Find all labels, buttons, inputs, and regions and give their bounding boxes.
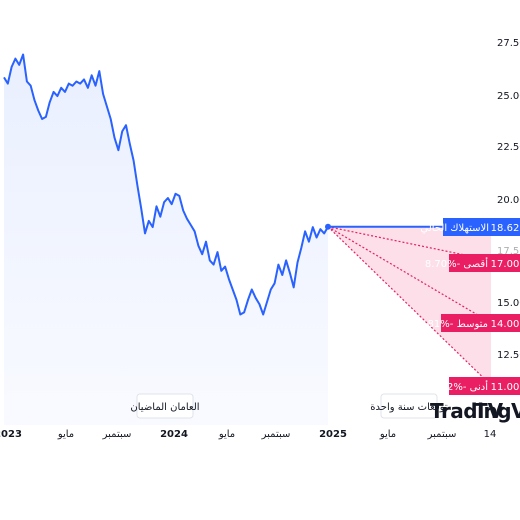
forecast-target-line [327,226,492,386]
tradingview-logo-text: TradingView [430,399,520,423]
history-area [4,54,328,425]
x-tick-label: مايو [379,429,396,440]
x-tick-label: 2024 [160,429,188,440]
y-tick-label: 12.50 [497,350,520,361]
y-tick-label: 15.00 [497,298,520,309]
min-target-value: 11.00 [491,382,520,393]
x-tick-label: مايو [218,429,235,440]
x-tick-label: 2025 [319,429,347,440]
y-axis: 27.50 25.00 22.50 20.00 17.50 15.00 12.5… [497,38,520,361]
x-tick-label: سبتمبر [427,429,457,440]
max-target-name: أقصى [463,257,488,270]
y-tick-label: 25.00 [497,91,520,102]
max-target-value: 17.00 [491,259,520,270]
y-tick-label: 27.50 [497,38,520,49]
y-tick-label: 17.50 [497,246,520,257]
tradingview-mark-icon: TV [474,399,504,423]
min-target-label: 40.92%- أدنى [425,380,489,393]
min-target-pct: 40.92%- [425,382,467,393]
current-label: الاستهلاك الحالي [420,223,489,234]
avg-target-value: 14.00 [491,319,520,330]
forecast-target-line [327,226,492,324]
price-history-line [3,53,329,316]
max-target-pct: 8.70%- [425,259,461,270]
forecast-period-label: توقعات سنة واحدة [370,402,448,413]
x-tick-label: سبتمبر [102,429,132,440]
avg-target-pct: 24.81%- [412,319,454,330]
forecast-tags: الاستهلاك الحالي 18.62 8.70%- أقصى 17.00… [412,218,520,395]
avg-target-name: متوسط [457,319,488,330]
x-tick-label: مايو [57,429,74,440]
min-target-name: أدنى [470,380,489,393]
past-period-annotation: العامان الماضيان [130,393,200,419]
y-tick-label: 22.50 [497,142,520,153]
tradingview-logo: TradingView TV [430,399,520,423]
current-value: 18.62 [491,223,520,234]
x-tick-label: 14 [484,429,497,440]
x-tick-label: 2023 [0,429,22,440]
history-area-fill [4,54,328,425]
x-axis: 2023 مايو سبتمبر 2024 مايو سبتمبر 2025 م… [0,429,496,440]
forecast-fan [325,223,492,386]
avg-target-label: 24.81%- متوسط [412,319,488,330]
past-period-label: العامان الماضيان [130,402,199,413]
forecast-period-annotation: توقعات سنة واحدة [370,393,448,419]
max-target-label: 8.70%- أقصى [425,257,488,270]
x-tick-label: سبتمبر [261,429,291,440]
y-tick-label: 20.00 [497,195,520,206]
price-line [3,53,329,316]
